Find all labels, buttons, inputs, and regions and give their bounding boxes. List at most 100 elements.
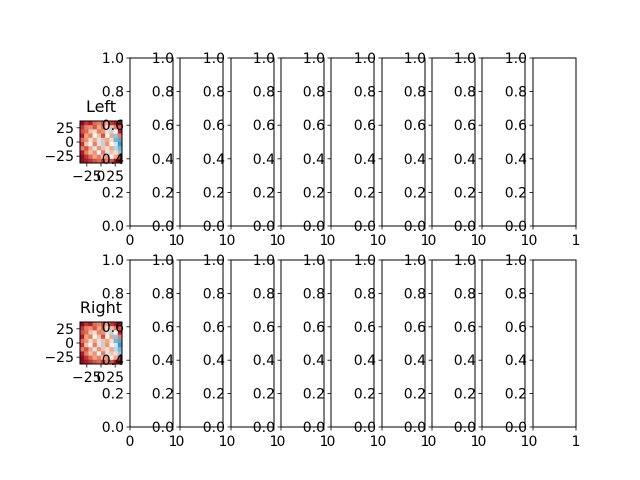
y-tick-label: 0.0 [203,420,225,436]
heatmap-title: Left [86,97,116,116]
heatmap-cell [92,125,98,130]
y-tick-label: 0.6 [354,118,376,134]
y-tick-label: 0.8 [454,85,476,101]
heatmap-cell [92,133,98,139]
heatmap-cell [92,146,98,151]
y-tick-label: 0.6 [303,118,325,134]
heatmap-cell [101,338,106,344]
empty-axes [431,259,476,428]
y-tick-label: 1.0 [102,253,124,269]
y-tick-label: 0.4 [102,353,124,369]
heatmap-cell [92,154,98,160]
empty-axes [481,259,526,428]
heatmap-cell [113,154,119,160]
heatmap-cell [117,150,123,155]
heatmap-cell [88,150,93,155]
x-tick-label: 1 [421,233,430,249]
y-tick-label: 0.2 [203,387,225,403]
y-tick-label: 0.4 [505,353,527,369]
heatmap-cell [117,129,123,134]
heatmap-cell [96,343,102,348]
heatmap-cell [113,359,119,365]
empty-axes [330,259,375,428]
heatmap-cell [96,347,102,352]
x-tick-label: 0 [478,233,487,249]
y-tick-label: 0.8 [354,85,376,101]
heatmap-cell [88,347,93,352]
heatmap-cell [80,158,85,164]
heatmap-cell [80,334,85,340]
heatmap-cell [113,338,119,344]
y-tick-label: 0.4 [404,152,426,168]
y-tick-label: 0.2 [404,185,426,201]
heatmap-cell [96,322,102,327]
y-tick-label: 0.4 [203,353,225,369]
y-tick-label: 0.0 [354,219,376,235]
heatmap-cell [101,129,106,134]
x-tick-label: 1 [521,233,530,249]
heatmap-cell [88,154,93,160]
x-tick-label: 0 [126,233,135,249]
heatmap-cell [105,347,110,352]
heatmap-cell [105,154,110,160]
heatmap-cell [80,121,85,126]
empty-axes [230,259,275,428]
heatmap-cell [113,351,119,356]
heatmap-cell [117,326,123,331]
heatmap-cell [96,359,102,365]
heatmap-cell [84,137,89,143]
heatmap-cell [113,326,119,331]
heatmap-cell [113,125,119,130]
y-tick-label: 0.2 [253,387,275,403]
x-tick-label: 1 [169,233,178,249]
heatmap-cell [84,125,89,130]
y-tick-label: 0.4 [454,152,476,168]
heatmap-cell [88,330,93,335]
heatmap-cell [113,121,119,126]
heatmap-cell [96,129,102,134]
heatmap-cell [105,338,110,344]
heatmap-cell [84,133,89,139]
heatmap-cell [84,150,89,155]
heatmap-cell [101,121,106,126]
empty-axes [230,57,275,227]
y-tick-label: 0.0 [505,219,527,235]
heatmap-cell [109,330,114,335]
x-tick-label: 1 [219,233,228,249]
x-tick-label: 0 [176,233,185,249]
heatmap-cell [96,334,102,340]
heatmap-cell [105,129,110,134]
heatmap-cell [96,326,102,331]
heatmap-cell [117,330,123,335]
heatmap-cell [92,330,98,335]
heatmap-cell [109,142,114,147]
x-tick-label: 1 [572,233,581,249]
heatmap-cell [88,338,93,344]
heatmap-cell [80,351,85,356]
heatmap-cell [117,125,123,130]
y-tick-label: 0.6 [505,320,527,336]
heatmap-cell [88,355,93,361]
heatmap-cell [105,322,110,327]
heatmap-cell [92,343,98,348]
y-tick-label: 1.0 [203,253,225,269]
y-tick-label: 0.4 [354,152,376,168]
heatmap-cell [92,142,98,147]
heatmap-cell [109,129,114,134]
heatmap-cell [113,150,119,155]
heatmap-cell [92,351,98,356]
x-tick-label: 1 [421,434,430,450]
heatmap-cell [109,338,114,344]
heatmap-cell [117,154,123,160]
y-tick-label: 0.0 [303,219,325,235]
y-tick-label: −25 [44,350,74,366]
heatmap-cell [88,121,93,126]
y-tick-label: 0.4 [253,353,275,369]
heatmap-cell [84,338,89,344]
heatmap-cell [96,355,102,361]
x-tick-label: 1 [219,434,228,450]
heatmap-cell [113,133,119,139]
x-tick-label: 0 [327,434,336,450]
y-tick-label: 0.6 [203,320,225,336]
x-tick-label: 0 [378,233,387,249]
